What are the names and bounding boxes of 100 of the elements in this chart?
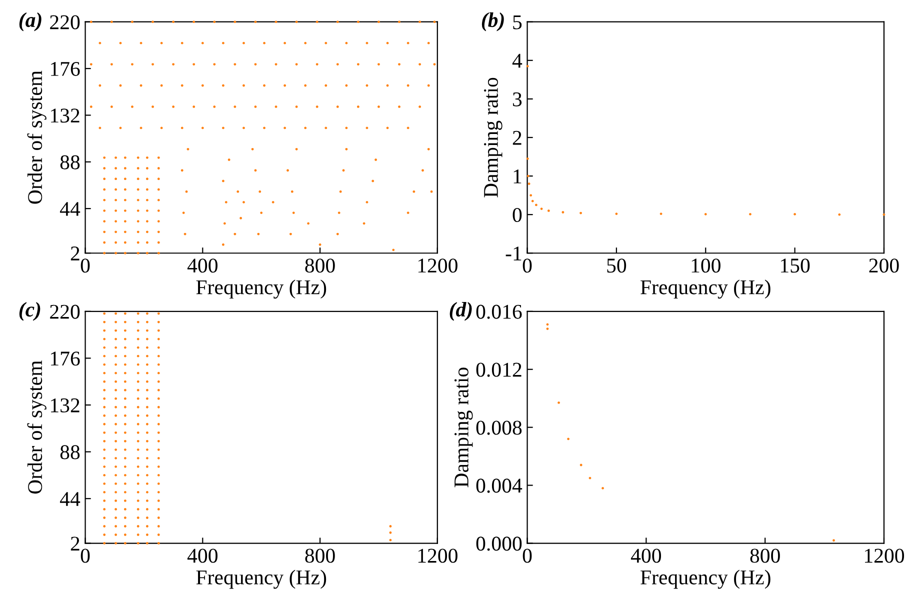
point — [124, 388, 126, 392]
point — [103, 329, 106, 332]
point — [236, 190, 240, 193]
point — [526, 64, 529, 68]
point — [146, 209, 148, 212]
point — [318, 243, 322, 246]
point — [103, 388, 106, 392]
x-axis-title: Frequency (Hz) — [640, 570, 770, 589]
point — [124, 380, 126, 383]
point — [136, 397, 140, 400]
y-axis-title: Order of system — [27, 70, 46, 204]
point — [157, 312, 160, 315]
x-tick-label: 0 — [80, 548, 90, 563]
point — [157, 230, 160, 234]
point — [838, 213, 841, 216]
point — [136, 209, 140, 212]
point — [136, 380, 140, 383]
point — [157, 241, 160, 244]
point — [124, 414, 126, 417]
point — [136, 320, 140, 324]
point — [103, 372, 106, 374]
point — [157, 414, 160, 417]
point — [103, 456, 106, 460]
point — [103, 241, 106, 244]
point — [103, 338, 106, 340]
point — [157, 338, 160, 340]
text: (b) — [482, 12, 504, 32]
point — [103, 346, 106, 349]
point — [222, 243, 224, 246]
point — [146, 346, 148, 349]
y-tick-label: 132 — [51, 398, 80, 412]
point — [146, 354, 148, 358]
point — [157, 397, 160, 400]
point — [260, 212, 263, 214]
point — [103, 252, 106, 254]
text: (c) — [19, 302, 40, 321]
point — [157, 346, 160, 349]
point — [103, 320, 106, 324]
point — [338, 212, 340, 214]
point — [345, 148, 348, 150]
point — [258, 190, 262, 193]
point — [146, 188, 148, 191]
point — [704, 212, 707, 216]
point — [146, 465, 148, 468]
point — [146, 422, 148, 426]
point — [146, 474, 148, 476]
point — [136, 252, 140, 254]
point — [157, 354, 160, 358]
x-axis-title: Frequency (Hz) — [196, 570, 326, 589]
point — [136, 329, 140, 332]
point — [272, 200, 274, 204]
point — [103, 431, 106, 434]
point — [136, 414, 140, 417]
point — [103, 422, 106, 426]
y-tick-label: 0 — [512, 208, 522, 222]
x-axis-title: Frequency (Hz) — [196, 280, 326, 299]
point — [180, 169, 184, 172]
point — [103, 198, 106, 202]
x-tick-label: 1200 — [864, 548, 904, 563]
x-tick-label: 400 — [187, 548, 218, 563]
point — [157, 252, 160, 254]
y-tick-label: 0.016 — [476, 304, 522, 319]
point — [136, 346, 140, 349]
point — [157, 329, 160, 332]
x-tick-label: 400 — [187, 258, 218, 273]
y-tick-label: 44 — [60, 492, 80, 506]
point — [406, 212, 410, 214]
point — [157, 406, 160, 408]
point — [342, 169, 345, 172]
point — [136, 440, 140, 442]
point — [103, 312, 106, 315]
y-tick-label: 0.012 — [476, 362, 522, 377]
y-tick-label: 88 — [60, 445, 80, 460]
point — [124, 198, 126, 202]
point — [146, 380, 148, 383]
point — [146, 372, 148, 374]
y-axis-title: Order of system — [27, 360, 46, 494]
point — [103, 363, 106, 366]
point — [103, 230, 106, 234]
y-tick-label: 4 — [512, 54, 522, 68]
point — [146, 397, 148, 400]
point — [136, 372, 140, 374]
point — [157, 422, 160, 426]
point — [254, 169, 257, 172]
point — [136, 448, 140, 451]
point — [146, 414, 148, 417]
point — [427, 148, 430, 150]
point — [146, 406, 148, 408]
point — [362, 222, 366, 225]
point — [124, 178, 126, 180]
point — [146, 456, 148, 460]
point — [157, 431, 160, 434]
y-tick-label: 176 — [51, 62, 80, 76]
point — [223, 222, 226, 225]
point — [392, 248, 395, 252]
point — [136, 474, 140, 476]
y-tick-label: 0.008 — [476, 420, 522, 435]
x-tick-label: 200 — [869, 258, 899, 273]
y-tick-label: 176 — [51, 352, 80, 366]
point — [534, 204, 538, 206]
